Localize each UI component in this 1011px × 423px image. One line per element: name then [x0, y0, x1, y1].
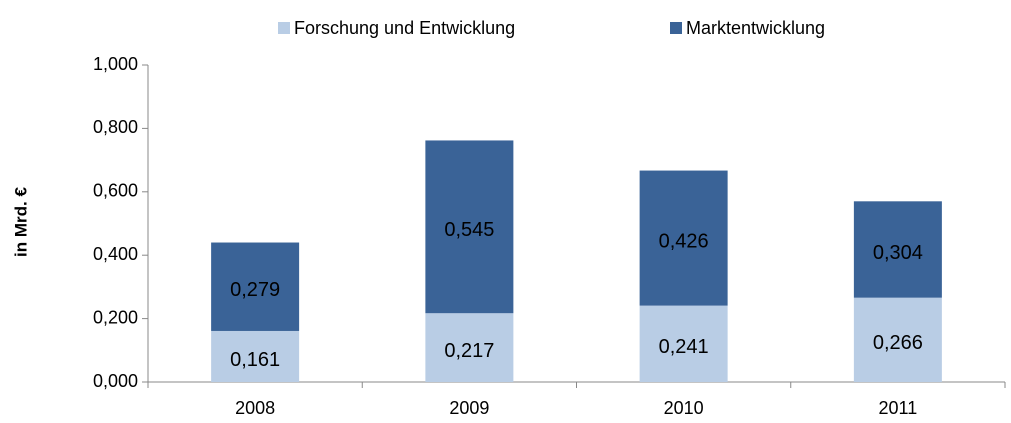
value-label: 0,426 — [659, 230, 709, 252]
value-label: 0,161 — [230, 349, 280, 371]
bar-segment — [425, 313, 514, 382]
bar-segment — [211, 242, 300, 331]
value-label: 0,266 — [873, 332, 923, 354]
y-tick-label: 0,600 — [93, 181, 138, 201]
bar-segment — [639, 170, 728, 306]
value-label: 0,217 — [444, 340, 494, 362]
bar-segment — [639, 305, 728, 382]
legend-label: Marktentwicklung — [686, 18, 825, 38]
value-label: 0,304 — [873, 242, 923, 264]
value-label: 0,279 — [230, 279, 280, 301]
bar-segment — [211, 330, 300, 382]
x-tick-label: 2011 — [879, 398, 918, 418]
x-tick-label: 2010 — [664, 398, 704, 418]
x-tick-label: 2009 — [449, 398, 489, 418]
bar-segment — [425, 140, 514, 314]
y-axis-label: in Mrd. € — [11, 187, 30, 257]
legend-label: Forschung und Entwicklung — [294, 18, 515, 38]
legend-swatch — [670, 22, 682, 34]
value-label: 0,545 — [444, 219, 494, 241]
y-tick-label: 0,800 — [93, 117, 138, 137]
bar-segment — [853, 297, 942, 382]
legend-swatch — [278, 22, 290, 34]
y-tick-label: 0,200 — [93, 307, 138, 327]
y-tick-label: 0,000 — [93, 371, 138, 391]
y-tick-label: 0,400 — [93, 244, 138, 264]
value-label: 0,241 — [659, 336, 709, 358]
y-tick-label: 1,000 — [93, 54, 138, 74]
bar-segment — [853, 201, 942, 298]
x-tick-label: 2008 — [235, 398, 275, 418]
